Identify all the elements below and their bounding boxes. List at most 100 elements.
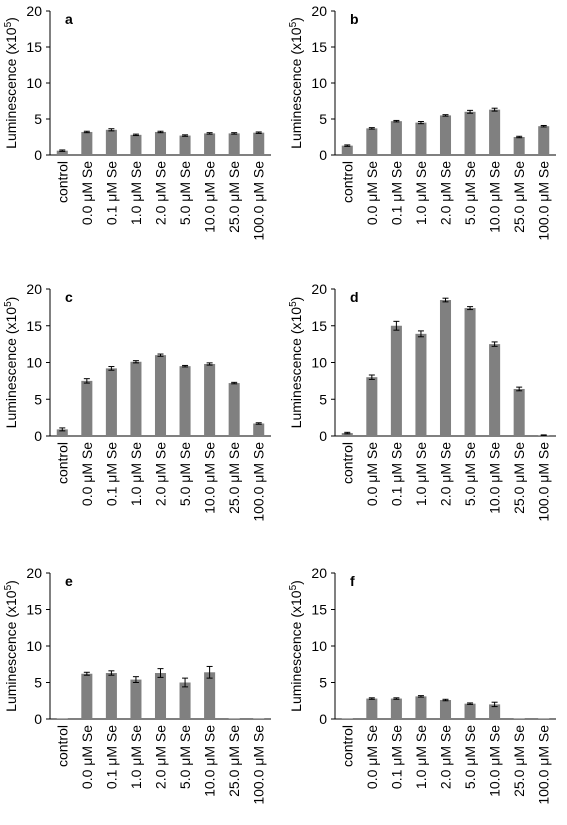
y-axis-label-text: Luminescence (x10 [3,307,19,429]
x-tick-label: 5.0 μM Se [462,725,478,789]
x-tick-label: 100.0 μM Se [251,442,267,522]
y-axis-label-close: ) [3,297,19,302]
y-tick-label: 10 [26,75,42,91]
x-tick-label: 0.0 μM Se [364,725,380,789]
bar-1 [81,380,93,436]
bar-3 [130,134,142,155]
x-tick-label: 10.0 μM Se [487,725,503,797]
bar-0 [56,429,68,436]
x-tick-label: 0.1 μM Se [388,725,404,789]
x-tick-label: control [339,725,355,767]
x-tick-label: 5.0 μM Se [177,161,193,225]
panel-label: c [65,289,73,305]
y-tick-label: 5 [34,391,42,407]
y-axis-label: Luminescence (x105) [3,297,19,429]
y-tick-label: 5 [319,391,327,407]
x-tick-label: 25.0 μM Se [511,725,527,797]
panel-label: b [350,11,359,27]
bar-4 [154,131,167,155]
bar-8 [253,132,265,155]
y-tick-label: 10 [311,355,327,371]
bar-5 [179,682,191,719]
y-tick-label: 15 [311,39,327,55]
bar-3 [415,696,427,719]
bar-0 [341,433,353,436]
x-tick-label: 0.1 μM Se [103,161,119,225]
bar-8 [253,423,265,436]
x-tick-label: 25.0 μM Se [226,725,242,797]
x-tick-label: 0.0 μM Se [364,442,380,506]
x-tick-label: 100.0 μM Se [251,725,267,805]
y-axis-label-superscript: 5 [3,21,14,27]
y-tick-label: 20 [26,281,42,297]
y-tick-label: 5 [319,675,327,691]
bar-3 [130,361,142,436]
y-tick-label: 5 [319,111,327,127]
x-tick-label: 2.0 μM Se [153,725,169,789]
x-tick-label: control [54,442,70,484]
bar-6 [489,109,501,155]
x-tick-label: 25.0 μM Se [226,442,242,514]
y-tick-label: 15 [26,39,42,55]
y-axis-label-text: Luminescence (x10 [3,590,19,712]
bar-1 [81,131,93,155]
y-axis-label: Luminescence (x105) [288,17,304,149]
x-tick-label: 0.1 μM Se [103,442,119,506]
bar-6 [204,363,216,436]
panel-label: a [65,11,73,27]
bar-1 [366,698,378,719]
x-tick-label: 1.0 μM Se [413,725,429,789]
x-tick-label: control [54,161,70,203]
y-axis-label: Luminescence (x105) [3,580,19,712]
x-tick-label: 100.0 μM Se [536,161,552,241]
y-tick-label: 10 [311,75,327,91]
y-tick-label: 20 [311,565,327,581]
bar-7 [228,383,240,436]
panel-label: e [65,573,73,589]
y-tick-label: 0 [34,147,42,163]
y-axis-label-superscript: 5 [288,301,299,307]
x-tick-label: 10.0 μM Se [202,442,218,514]
x-tick-label: 2.0 μM Se [153,442,169,506]
x-tick-label: 0.0 μM Se [79,725,95,789]
y-tick-label: 0 [319,711,327,727]
x-tick-label: control [54,725,70,767]
x-tick-label: 1.0 μM Se [413,442,429,506]
y-tick-label: 15 [26,602,42,618]
y-axis-label-close: ) [288,580,304,585]
y-tick-label: 10 [311,638,327,654]
bar-0 [341,145,353,155]
x-tick-label: 2.0 μM Se [438,161,454,225]
x-tick-label: 10.0 μM Se [487,161,503,233]
y-tick-label: 20 [26,3,42,19]
y-axis-label-close: ) [288,297,304,302]
bar-7 [513,137,525,155]
x-tick-label: 2.0 μM Se [438,442,454,506]
bar-6 [204,672,216,719]
y-tick-label: 0 [34,428,42,444]
y-axis-label-close: ) [3,17,19,22]
y-axis-label-text: Luminescence (x10 [288,590,304,712]
x-tick-label: 5.0 μM Se [462,161,478,225]
panel-label: f [350,573,355,589]
y-axis-label-text: Luminescence (x10 [3,27,19,149]
y-tick-label: 5 [34,675,42,691]
x-tick-label: control [339,442,355,484]
y-tick-label: 0 [34,711,42,727]
bar-2 [390,698,402,719]
bar-2 [105,129,117,155]
y-axis-label-text: Luminescence (x10 [288,307,304,429]
bar-5 [464,111,476,155]
x-tick-label: 0.1 μM Se [103,725,119,789]
y-tick-label: 20 [311,281,327,297]
bar-6 [489,704,501,719]
y-axis-label-superscript: 5 [3,301,14,307]
y-axis-label-superscript: 5 [3,584,14,590]
bar-1 [366,377,378,436]
bar-4 [154,355,167,436]
bar-4 [439,115,452,155]
